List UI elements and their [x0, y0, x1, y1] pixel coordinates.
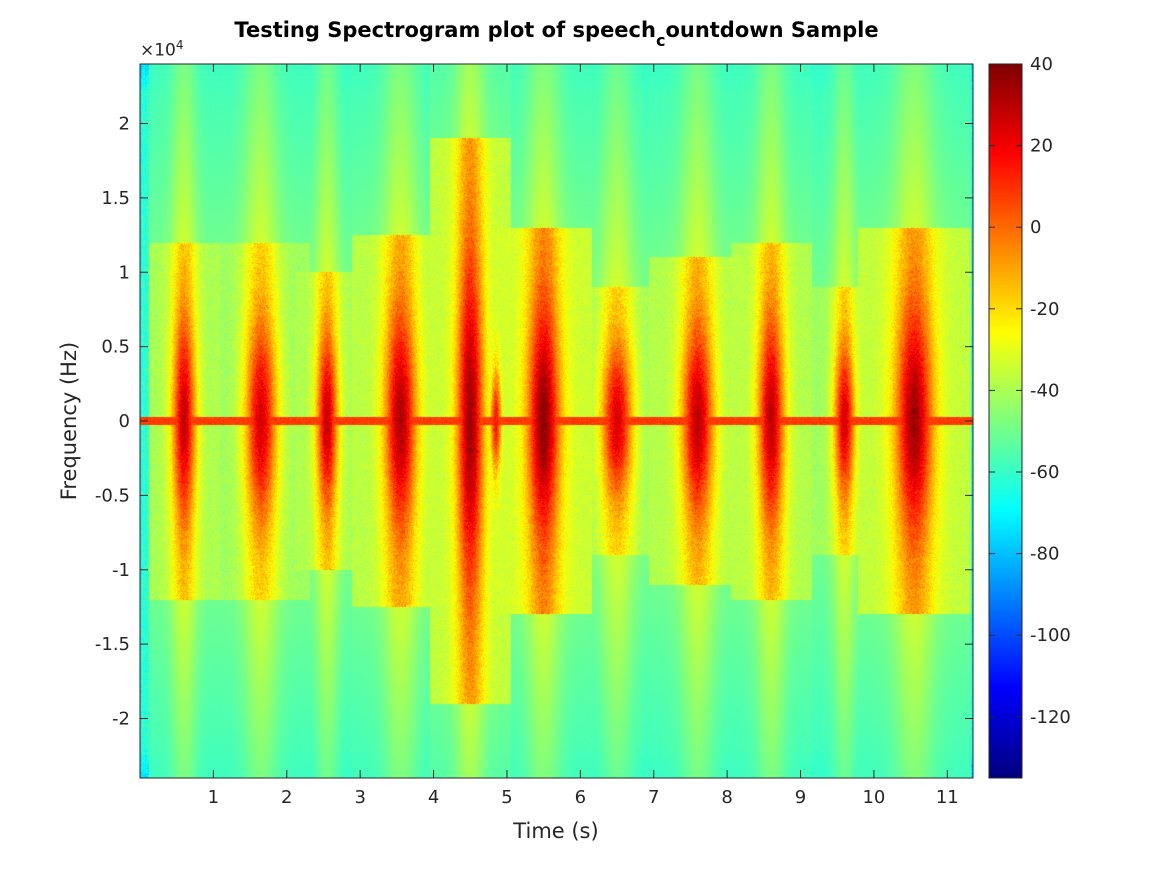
colorbar-tick-label: 20 — [1030, 136, 1053, 157]
y-axis: -2 -1.5 -1 -0.5 0 0.5 1 1.5 2 — [95, 114, 973, 730]
y-axis-label: Frequency (Hz) — [57, 342, 81, 500]
y-tick-label: 2 — [119, 114, 130, 135]
y-tick-label: 0 — [119, 411, 130, 432]
x-tick-label: 3 — [354, 787, 365, 808]
x-tick-label: 9 — [795, 787, 806, 808]
y-exponent-base: ×10 — [140, 40, 176, 61]
title-main: Testing Spectrogram plot of speech — [234, 18, 656, 42]
x-tick-label: 1 — [208, 787, 219, 808]
y-tick-label: -2 — [112, 709, 130, 730]
chart-title: Testing Spectrogram plot of speechcountd… — [140, 18, 973, 50]
colorbar-tick-label: -80 — [1030, 544, 1059, 565]
x-tick-label: 8 — [721, 787, 732, 808]
colorbar-axis: 40 20 0 -20 -40 -60 -80 -100 -120 — [989, 54, 1071, 728]
colorbar-frame — [988, 63, 1023, 779]
x-tick-label: 10 — [862, 787, 885, 808]
colorbar-tick-label: 40 — [1030, 54, 1053, 75]
y-tick-label: 0.5 — [101, 337, 130, 358]
y-tick-label: 1.5 — [101, 188, 130, 209]
colorbar-tick-label: -60 — [1030, 462, 1059, 483]
x-tick-label: 6 — [575, 787, 586, 808]
y-tick-label: -1 — [112, 560, 130, 581]
y-tick-label: -0.5 — [95, 485, 130, 506]
colorbar-tick-label: -100 — [1030, 625, 1071, 646]
x-tick-label: 11 — [936, 787, 959, 808]
x-axis: 1 2 3 4 5 6 7 8 9 10 11 — [208, 64, 959, 808]
y-tick-label: -1.5 — [95, 634, 130, 655]
x-tick-label: 7 — [648, 787, 659, 808]
x-axis-label: Time (s) — [512, 819, 598, 843]
y-tick-label: 1 — [119, 262, 130, 283]
colorbar — [989, 64, 1022, 778]
colorbar-tick-label: -120 — [1030, 707, 1071, 728]
y-exponent-power: 4 — [175, 38, 184, 52]
y-exponent-label: ×104 — [140, 38, 184, 61]
colorbar-gradient — [989, 64, 1022, 778]
spectrogram-plot-area — [140, 64, 973, 778]
x-tick-label: 2 — [281, 787, 292, 808]
title-subscript: c — [655, 31, 666, 50]
spectrogram-heatmap — [140, 64, 973, 778]
x-tick-label: 5 — [501, 787, 512, 808]
title-rest: ountdown Sample — [665, 18, 879, 42]
plot-frame — [139, 63, 974, 779]
x-tick-label: 4 — [428, 787, 439, 808]
colorbar-tick-label: 0 — [1030, 217, 1041, 238]
colorbar-tick-label: -20 — [1030, 299, 1059, 320]
colorbar-tick-label: -40 — [1030, 380, 1059, 401]
